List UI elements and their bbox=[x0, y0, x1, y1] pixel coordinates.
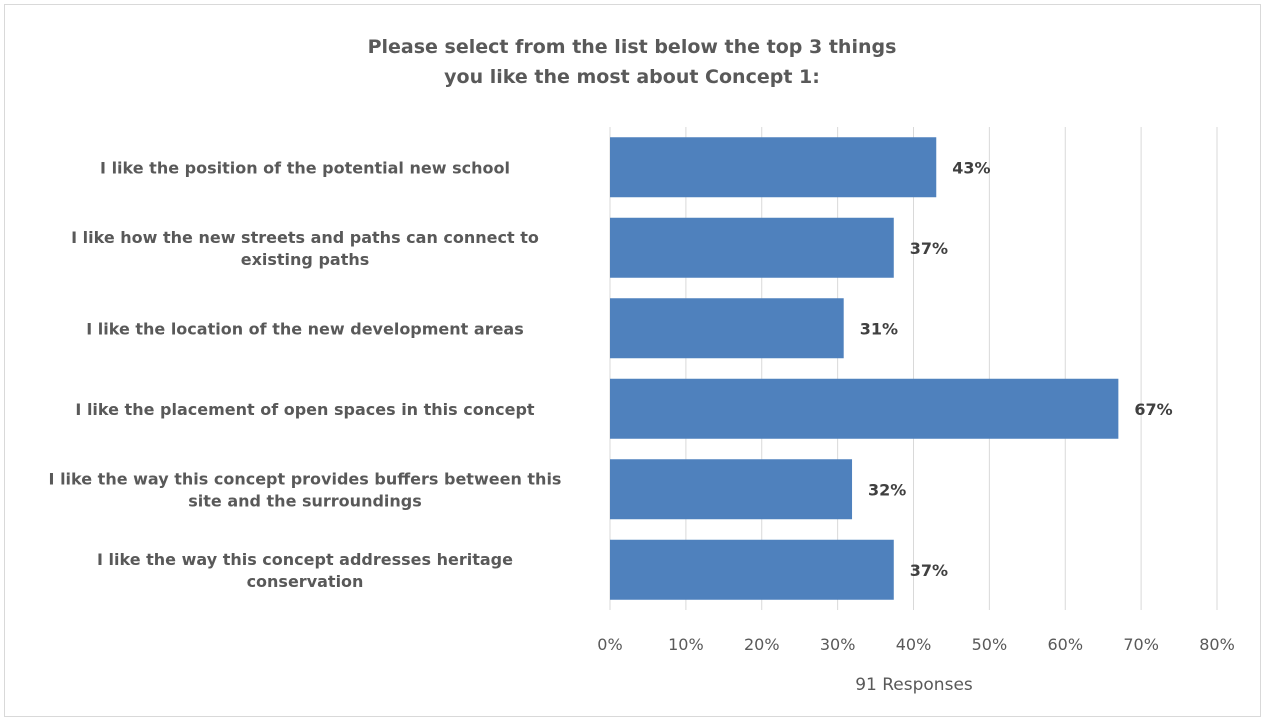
bar-2 bbox=[610, 298, 844, 359]
category-label-3: I like the placement of open spaces in t… bbox=[75, 400, 534, 419]
bar-3 bbox=[610, 378, 1119, 439]
chart-title: Please select from the list below the to… bbox=[368, 36, 897, 88]
category-labels: I like the position of the potential new… bbox=[49, 158, 562, 591]
x-tick-label-8: 80% bbox=[1199, 635, 1235, 654]
x-tick-label-5: 50% bbox=[972, 635, 1008, 654]
x-tick-label-2: 20% bbox=[744, 635, 780, 654]
x-tick-label-3: 30% bbox=[820, 635, 856, 654]
x-tick-label-4: 40% bbox=[896, 635, 932, 654]
data-label-5: 37% bbox=[910, 561, 948, 580]
data-label-3: 67% bbox=[1134, 400, 1172, 419]
bar-0 bbox=[610, 137, 937, 198]
chart-title-line-0: Please select from the list below the to… bbox=[368, 36, 897, 58]
x-tick-label-0: 0% bbox=[597, 635, 622, 654]
x-tick-label-7: 70% bbox=[1123, 635, 1159, 654]
chart-frame bbox=[4, 4, 1261, 717]
data-label-2: 31% bbox=[860, 319, 898, 338]
x-tick-labels: 0% 10% 20% 30% 40% 50% 60% 70% 80% bbox=[597, 635, 1234, 654]
bar-5 bbox=[610, 539, 894, 600]
x-tick-label-1: 10% bbox=[668, 635, 704, 654]
bar-1 bbox=[610, 217, 894, 278]
bars bbox=[610, 137, 1119, 600]
data-label-0: 43% bbox=[952, 158, 990, 177]
gridlines bbox=[609, 127, 1218, 610]
bar-4 bbox=[610, 459, 853, 520]
x-tick-label-6: 60% bbox=[1047, 635, 1083, 654]
x-axis-title: 91 Responses bbox=[855, 675, 973, 695]
category-label-1: I like how the new streets and paths can… bbox=[71, 228, 539, 269]
category-label-5: I like the way this concept addresses he… bbox=[97, 550, 513, 591]
data-labels: 43% 37% 31% 67% 32% 37% bbox=[860, 158, 1173, 580]
data-label-4: 32% bbox=[868, 480, 906, 499]
category-label-0: I like the position of the potential new… bbox=[100, 158, 510, 177]
category-label-4: I like the way this concept provides buf… bbox=[49, 469, 562, 510]
category-label-2: I like the location of the new developme… bbox=[86, 319, 524, 338]
data-label-1: 37% bbox=[910, 239, 948, 258]
chart-title-line-1: you like the most about Concept 1: bbox=[444, 66, 820, 88]
